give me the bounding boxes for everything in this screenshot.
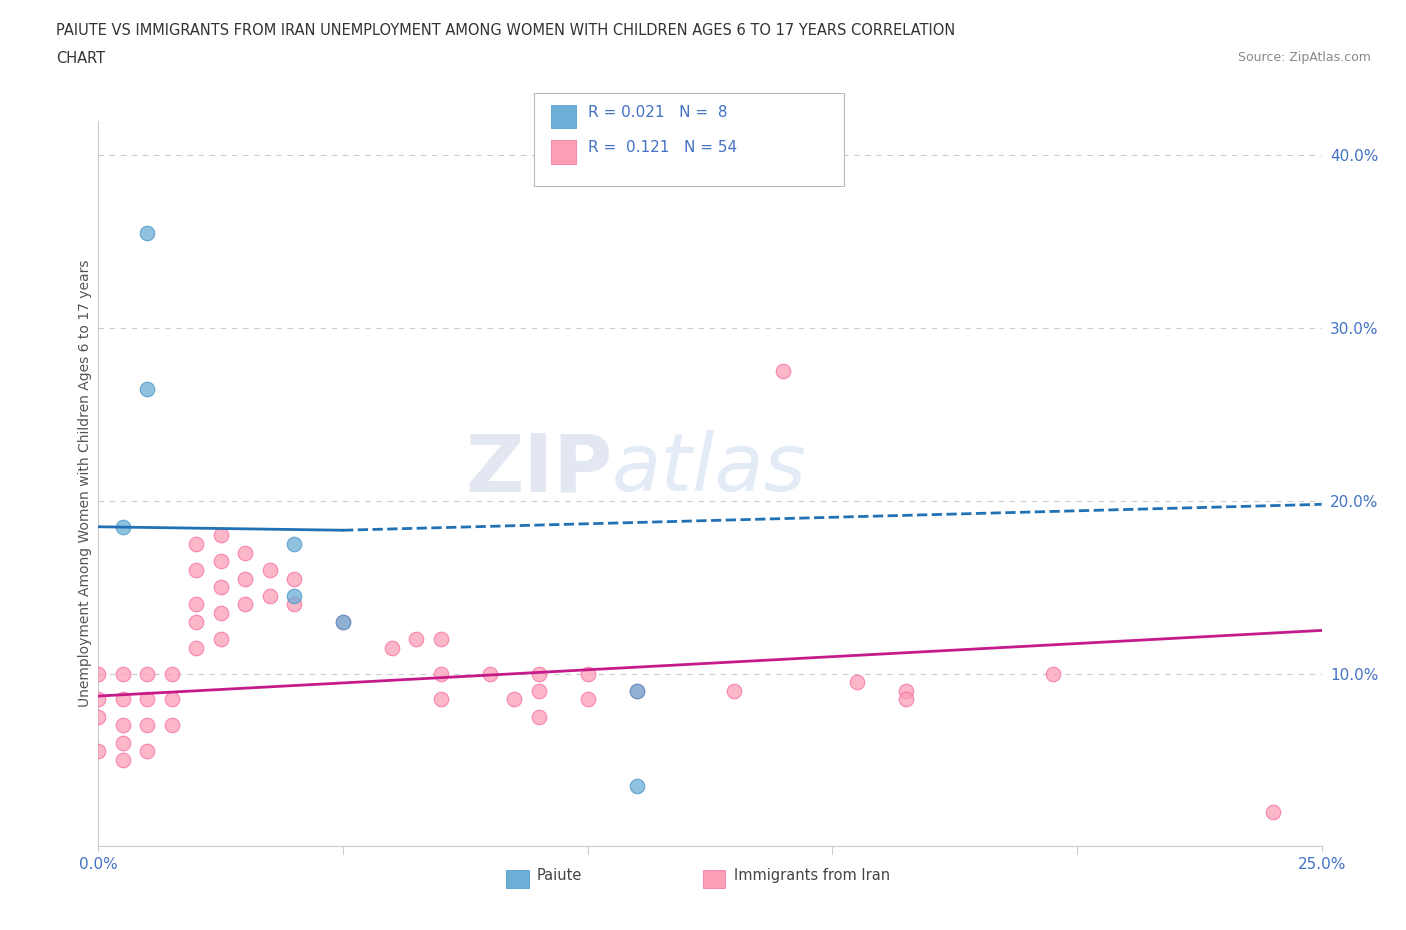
Point <box>186 640 208 655</box>
Point <box>136 381 159 396</box>
Point <box>233 545 256 560</box>
Point <box>478 666 501 681</box>
Point <box>332 615 354 630</box>
Point <box>87 710 110 724</box>
Point <box>405 631 427 646</box>
Point <box>186 597 208 612</box>
Point <box>186 537 208 551</box>
Point <box>430 631 453 646</box>
Point <box>111 718 134 733</box>
Point <box>87 692 110 707</box>
Point <box>626 684 648 698</box>
Point <box>283 537 305 551</box>
Point <box>87 666 110 681</box>
Point <box>1042 666 1064 681</box>
Point <box>136 744 159 759</box>
Point <box>772 364 794 379</box>
Point <box>626 684 648 698</box>
Text: R = 0.021   N =  8: R = 0.021 N = 8 <box>588 104 727 120</box>
Point <box>209 579 232 594</box>
Point <box>723 684 745 698</box>
Text: R =  0.121   N = 54: R = 0.121 N = 54 <box>588 140 737 155</box>
Point <box>233 571 256 586</box>
Point <box>283 597 305 612</box>
Point <box>527 684 550 698</box>
Point <box>626 778 648 793</box>
Point <box>209 554 232 569</box>
Text: PAIUTE VS IMMIGRANTS FROM IRAN UNEMPLOYMENT AMONG WOMEN WITH CHILDREN AGES 6 TO : PAIUTE VS IMMIGRANTS FROM IRAN UNEMPLOYM… <box>56 23 956 38</box>
Point <box>259 563 281 578</box>
Text: atlas: atlas <box>612 430 807 508</box>
Point <box>503 692 526 707</box>
Point <box>576 692 599 707</box>
Point <box>894 692 917 707</box>
Text: ZIP: ZIP <box>465 430 612 508</box>
Point <box>111 692 134 707</box>
Point <box>332 615 354 630</box>
Point <box>430 692 453 707</box>
Text: Paiute: Paiute <box>537 868 582 883</box>
Point <box>576 666 599 681</box>
Point <box>283 589 305 604</box>
Point <box>233 597 256 612</box>
Point <box>186 615 208 630</box>
Text: Source: ZipAtlas.com: Source: ZipAtlas.com <box>1237 51 1371 64</box>
Point <box>381 640 404 655</box>
Text: CHART: CHART <box>56 51 105 66</box>
Point <box>160 718 183 733</box>
Point <box>136 226 159 241</box>
Point <box>430 666 453 681</box>
Point <box>87 744 110 759</box>
Text: Immigrants from Iran: Immigrants from Iran <box>734 868 890 883</box>
Point <box>160 666 183 681</box>
Point <box>845 675 868 690</box>
Point <box>136 666 159 681</box>
Y-axis label: Unemployment Among Women with Children Ages 6 to 17 years: Unemployment Among Women with Children A… <box>77 259 91 708</box>
Point <box>111 736 134 751</box>
Point <box>111 519 134 534</box>
Point <box>894 684 917 698</box>
Point <box>160 692 183 707</box>
Point <box>209 528 232 543</box>
Point <box>136 692 159 707</box>
Point <box>1261 804 1284 819</box>
Point <box>111 752 134 767</box>
Point <box>259 589 281 604</box>
Point <box>186 563 208 578</box>
Point <box>209 605 232 620</box>
Point <box>136 718 159 733</box>
Point <box>209 631 232 646</box>
Point <box>283 571 305 586</box>
Point <box>527 666 550 681</box>
Point <box>111 666 134 681</box>
Point <box>527 710 550 724</box>
